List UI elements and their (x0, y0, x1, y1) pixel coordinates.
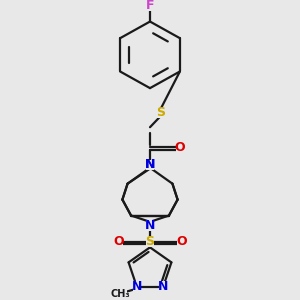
Bar (133, 281, 141, 292)
Text: S: S (146, 235, 154, 248)
Bar (146, 160, 154, 170)
Bar (176, 142, 184, 153)
Text: O: O (113, 235, 124, 248)
Text: S: S (156, 106, 165, 119)
Text: O: O (175, 141, 185, 154)
Bar (159, 281, 167, 292)
Text: N: N (145, 158, 155, 171)
Bar (146, 236, 154, 247)
Bar (113, 289, 127, 299)
Bar (156, 107, 165, 118)
Bar (146, 220, 154, 231)
Text: O: O (176, 235, 187, 248)
Text: CH₃: CH₃ (110, 289, 130, 299)
Bar (146, 160, 154, 170)
Bar (146, 0, 154, 11)
Text: N: N (158, 280, 168, 293)
Bar (114, 236, 123, 247)
Text: N: N (132, 280, 142, 293)
Text: F: F (146, 0, 154, 12)
Bar (177, 236, 186, 247)
Text: N: N (145, 158, 155, 171)
Text: N: N (145, 219, 155, 232)
